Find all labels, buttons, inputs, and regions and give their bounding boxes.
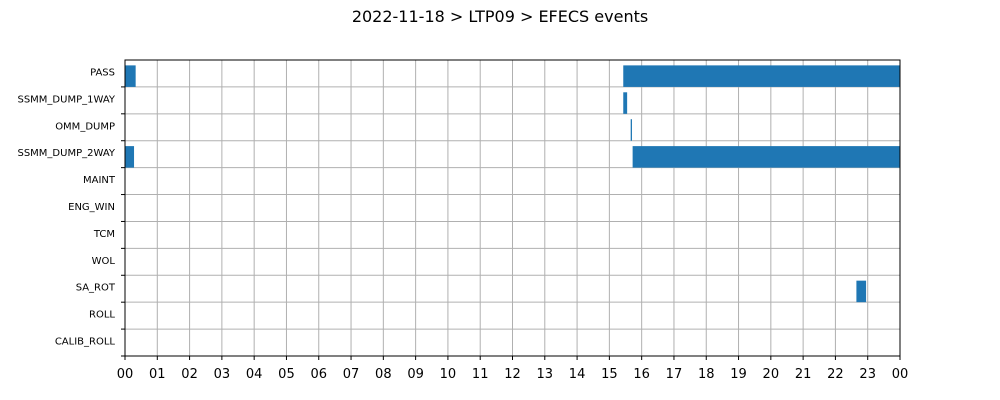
x-tick-label: 17 [666, 367, 683, 382]
event-bars [125, 65, 900, 303]
x-tick-label: 22 [827, 367, 844, 382]
event-bar [125, 146, 135, 168]
category-label: CALIB_ROLL [55, 337, 116, 348]
x-tick-label: 15 [601, 367, 618, 382]
x-tick-label: 08 [375, 367, 392, 382]
category-label: SSMM_DUMP_1WAY [17, 94, 115, 105]
event-bar [856, 280, 867, 303]
x-tick-label: 13 [537, 367, 554, 382]
event-bar [623, 92, 628, 114]
category-label: MAINT [83, 175, 116, 186]
category-labels: PASS SSMM_DUMP_1WAY OMM_DUMP SSMM_DUMP_2WAY… [17, 67, 125, 357]
x-tick-label: 00 [117, 367, 134, 382]
x-tick-label: 10 [440, 367, 457, 382]
x-tick-label: 04 [246, 367, 263, 382]
x-tick-label: 11 [472, 367, 489, 382]
event-bar [630, 119, 632, 141]
x-tick-label: 21 [795, 367, 812, 382]
event-bar [632, 146, 900, 168]
x-tick-label: 23 [859, 367, 876, 382]
x-tick-label: 14 [569, 367, 586, 382]
x-tick-label: 09 [407, 367, 424, 382]
category-label: SA_ROT [76, 283, 116, 294]
category-label: OMM_DUMP [55, 121, 115, 132]
event-bar [125, 65, 136, 87]
x-tick-label: 03 [214, 367, 231, 382]
x-tick-label: 06 [310, 367, 327, 382]
x-tick-label: 02 [181, 367, 198, 382]
x-tick-label: 00 [892, 367, 909, 382]
x-tick-label: 05 [278, 367, 295, 382]
x-tick-label: 19 [730, 367, 747, 382]
category-label: TCM [93, 229, 115, 240]
x-tick-label: 16 [633, 367, 650, 382]
category-label: SSMM_DUMP_2WAY [17, 148, 115, 159]
category-label: ENG_WIN [68, 202, 115, 213]
chart-title: 2022-11-18 > LTP09 > EFECS events [352, 7, 648, 26]
hour-tick-labels: 00 01 02 03 04 05 06 07 08 09 10 11 12 13 14 15 16 17 18 19… [117, 356, 909, 382]
x-tick-label: 07 [343, 367, 360, 382]
event-bar [623, 65, 900, 87]
category-label: PASS [90, 67, 115, 78]
x-tick-label: 01 [149, 367, 166, 382]
category-label: ROLL [89, 310, 115, 321]
x-tick-label: 12 [504, 367, 521, 382]
x-tick-label: 20 [763, 367, 780, 382]
x-tick-label: 18 [698, 367, 715, 382]
category-label: WOL [92, 256, 116, 267]
